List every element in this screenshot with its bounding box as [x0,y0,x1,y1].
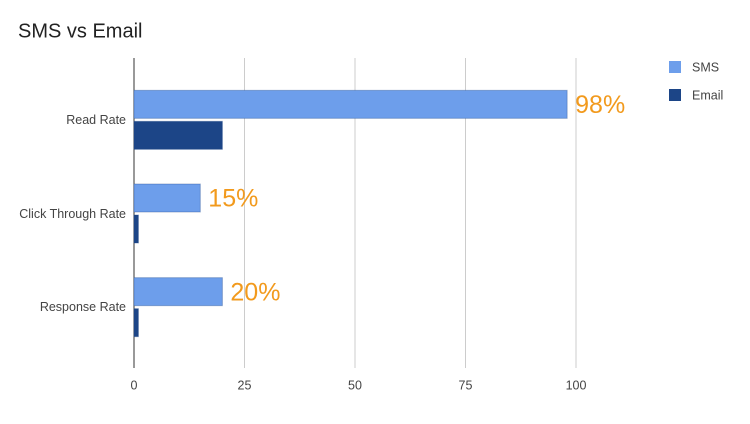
chart-title: SMS vs Email [18,20,142,42]
x-tick-label: 0 [131,378,138,392]
y-tick-label: Response Rate [39,300,126,315]
bar [133,89,568,119]
x-tick-label: 100 [566,378,587,392]
y-tick-label: Read Rate [66,112,126,127]
legend-swatch [669,89,681,101]
y-tick-label: Click Through Rate [19,206,126,221]
value-label: 15% [208,185,258,213]
x-tick-label: 75 [459,378,473,392]
x-tick-label: 50 [348,378,362,392]
legend-label: Email [692,88,723,102]
x-tick-label: 25 [238,378,252,392]
bar [133,120,223,150]
legend-swatch [669,61,681,73]
value-label: 20% [230,278,280,306]
bar [133,214,139,244]
bar [133,308,139,338]
bar [133,183,201,213]
value-label: 98% [575,91,625,119]
bar [133,277,223,307]
legend-label: SMS [692,60,719,74]
